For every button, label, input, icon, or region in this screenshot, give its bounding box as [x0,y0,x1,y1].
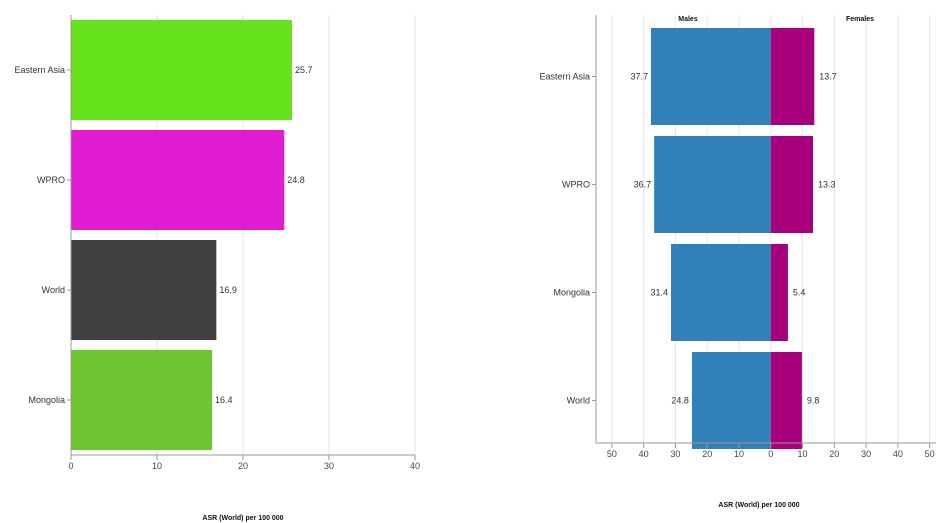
legend-females: Females [846,16,874,23]
right-male-data-label: 37.7 [630,72,648,82]
left-bar-wpro [71,130,285,230]
right-male-data-label: 31.4 [650,288,668,298]
right-x-axis-title: ASR (World) per 100 000 [718,502,799,509]
left-x-tick-label: 10 [152,461,162,471]
right-female-data-label: 5.4 [793,288,806,298]
right-x-tick-label: 30 [861,449,871,459]
right-female-data-label: 9.8 [807,396,820,406]
right-x-tick-label: 50 [607,449,617,459]
right-female-bar-eastern-asia [770,28,815,125]
right-female-data-label: 13.7 [819,72,837,82]
left-data-label: 16.9 [219,285,237,295]
left-x-tick-label: 0 [68,461,73,471]
right-bars: 37.7 13.7 36.7 13.3 31.4 5.4 24.8 9.8 [630,28,837,449]
right-male-data-label: 36.7 [634,180,652,190]
right-female-bar-world [770,352,802,449]
right-x-tick-label: 10 [734,449,744,459]
right-x-tick-label: 40 [893,449,903,459]
left-data-label: 25.7 [295,65,313,75]
right-x-tick-label: 0 [768,449,773,459]
left-category-label: Eastern Asia [14,65,65,75]
right-female-bar-wpro [770,136,814,233]
left-bar-mongolia [71,350,213,450]
left-x-tick-label: 20 [238,461,248,471]
right-male-bar-world [691,352,771,449]
left-bar-eastern-asia [71,20,293,120]
right-male-bar-wpro [654,136,771,233]
left-category-label: World [42,285,65,295]
right-x-tick-label: 40 [639,449,649,459]
right-male-bar-eastern-asia [650,28,771,125]
right-female-data-label: 13.3 [818,180,836,190]
right-x-tick-label: 30 [670,449,680,459]
left-category-label: Mongolia [28,395,65,405]
left-data-label: 24.8 [287,175,305,185]
left-x-tick-label: 30 [324,461,334,471]
right-diverging-bar-chart: 37.7 13.7 36.7 13.3 31.4 5.4 24.8 9.8 50 40 30 20 1… [539,15,936,509]
right-male-data-label: 24.8 [671,396,689,406]
left-x-tick-label: 40 [410,461,420,471]
left-bar-world [71,240,217,340]
right-female-bar-mongolia [770,244,788,341]
right-x-tick-label: 50 [925,449,935,459]
left-data-label: 16.4 [215,395,233,405]
right-category-label: WPRO [562,180,590,190]
right-x-tick-label: 20 [829,449,839,459]
right-x-tick-label: 10 [798,449,808,459]
right-axis: 50 40 30 20 10 0 10 20 30 40 50 Eastern Asia WPRO Mon… [539,15,936,459]
left-bar-chart: 25.7 24.8 16.9 16.4 0 10 20 30 40 Eastern Asia WP… [14,15,420,522]
legend-males: Males [678,16,698,23]
right-category-label: Eastern Asia [539,72,590,82]
right-male-bar-mongolia [670,244,771,341]
left-axis: 0 10 20 30 40 Eastern Asia WPRO World Mongolia [14,15,420,471]
right-category-label: Mongolia [553,288,590,298]
right-x-tick-label: 20 [702,449,712,459]
left-x-axis-title: ASR (World) per 100 000 [202,515,283,522]
left-category-label: WPRO [37,175,65,185]
left-bars: 25.7 24.8 16.9 16.4 [71,20,313,450]
right-category-label: World [567,396,590,406]
